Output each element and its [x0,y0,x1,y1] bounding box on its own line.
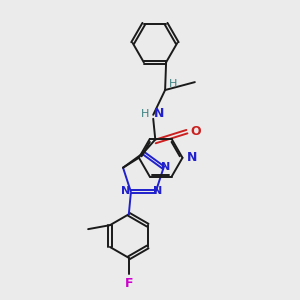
Text: N: N [161,162,170,172]
Text: N: N [187,151,197,164]
Text: H: H [169,79,177,89]
Text: N: N [154,107,165,120]
Text: H: H [141,109,149,119]
Text: F: F [124,277,133,290]
Text: O: O [190,125,200,138]
Text: N: N [153,185,162,196]
Text: N: N [121,185,130,196]
